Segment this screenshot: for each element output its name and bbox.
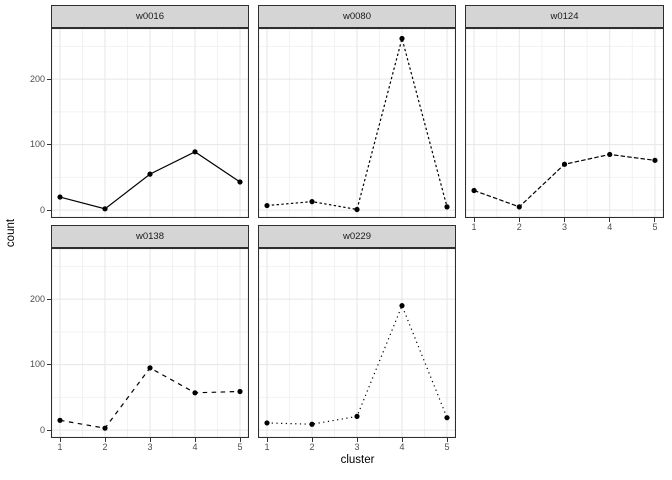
axis-tick-label: 1 <box>471 222 477 232</box>
axis-tick <box>266 438 268 442</box>
data-point <box>516 204 522 210</box>
facet-panel-w0229 <box>258 248 456 438</box>
axis-tick-label: 4 <box>399 442 405 452</box>
axis-tick-label: 2 <box>516 222 522 232</box>
panel-border <box>465 28 664 218</box>
axis-tick-label: 100 <box>29 359 45 370</box>
axis-tick-label: 5 <box>652 222 658 232</box>
data-line-w0080 <box>266 36 448 211</box>
data-point <box>652 157 658 163</box>
axis-tick-label: 1 <box>264 442 270 452</box>
axis-tick-label: 4 <box>192 442 198 452</box>
axis-tick <box>47 364 51 366</box>
data-point <box>561 161 568 167</box>
x-axis-title: cluster <box>340 454 375 466</box>
facet-panel-w0124 <box>465 28 664 218</box>
data-point <box>147 365 153 371</box>
data-point <box>399 303 405 309</box>
axis-tick-label: 2 <box>102 442 108 452</box>
axis-tick <box>194 438 196 442</box>
facet-strip-label: w0229 <box>343 231 371 242</box>
data-point <box>607 151 613 158</box>
axis-tick <box>473 218 475 222</box>
data-point <box>102 206 108 212</box>
data-point <box>399 35 405 42</box>
data-point <box>192 149 198 155</box>
axis-tick <box>356 438 358 442</box>
facet-strip-label: w0080 <box>343 11 371 22</box>
data-point <box>57 194 63 200</box>
axis-tick <box>149 438 151 442</box>
data-point <box>264 202 270 209</box>
axis-tick <box>401 438 403 442</box>
data-point <box>309 199 315 205</box>
facet-strip-w0124: w0124 <box>465 5 664 28</box>
y-axis-title: count <box>5 218 17 248</box>
data-point <box>192 390 198 396</box>
axis-tick-label: 200 <box>29 293 45 304</box>
facet-strip-w0138: w0138 <box>51 225 249 248</box>
facet-strip-w0016: w0016 <box>51 5 249 28</box>
axis-tick-label: 3 <box>147 442 153 452</box>
axis-tick <box>47 298 51 300</box>
data-point <box>237 388 243 395</box>
data-point <box>444 415 450 421</box>
axis-tick <box>47 209 51 211</box>
data-point <box>309 421 315 427</box>
facet-strip-label: w0138 <box>136 231 164 242</box>
facet-strip-w0080: w0080 <box>258 5 456 28</box>
data-point <box>57 417 63 423</box>
axis-tick <box>47 78 51 80</box>
axis-tick-label: 1 <box>57 442 63 452</box>
axis-tick-label: 200 <box>29 73 45 84</box>
axis-tick <box>564 218 565 222</box>
axis-tick-label: 0 <box>39 204 45 215</box>
panel-border <box>258 28 456 218</box>
axis-tick-label: 2 <box>309 442 315 452</box>
axis-tick <box>311 438 313 442</box>
axis-tick-label: 3 <box>354 442 360 452</box>
axis-tick <box>654 218 656 222</box>
axis-tick <box>47 429 51 431</box>
axis-tick <box>47 144 51 146</box>
facet-panel-w0080 <box>258 28 456 218</box>
axis-tick <box>518 218 520 222</box>
panel-border <box>51 28 249 218</box>
axis-tick <box>446 438 448 442</box>
axis-tick-label: 0 <box>39 424 45 435</box>
data-point <box>237 179 243 185</box>
panel-border <box>258 248 456 438</box>
panel-border <box>51 248 249 438</box>
axis-tick <box>609 218 611 222</box>
data-point <box>471 187 477 194</box>
facet-panel-w0016 <box>51 28 249 218</box>
facet-panel-w0138 <box>51 248 249 438</box>
facet-strip-label: w0016 <box>136 11 164 22</box>
data-point <box>444 204 450 210</box>
axis-tick-label: 5 <box>237 442 243 452</box>
facet-strip-label: w0124 <box>550 11 579 22</box>
data-point <box>354 413 360 419</box>
facet-strip-w0229: w0229 <box>258 225 456 248</box>
axis-tick-label: 100 <box>29 139 45 150</box>
axis-tick-label: 5 <box>444 442 450 452</box>
data-point <box>264 420 270 426</box>
axis-tick-label: 4 <box>607 222 613 232</box>
axis-tick-label: 3 <box>561 222 567 232</box>
data-point <box>147 171 153 177</box>
axis-tick <box>59 438 61 442</box>
data-point <box>354 206 360 213</box>
data-point <box>102 425 108 431</box>
axis-tick <box>239 438 241 442</box>
axis-tick <box>104 438 106 442</box>
